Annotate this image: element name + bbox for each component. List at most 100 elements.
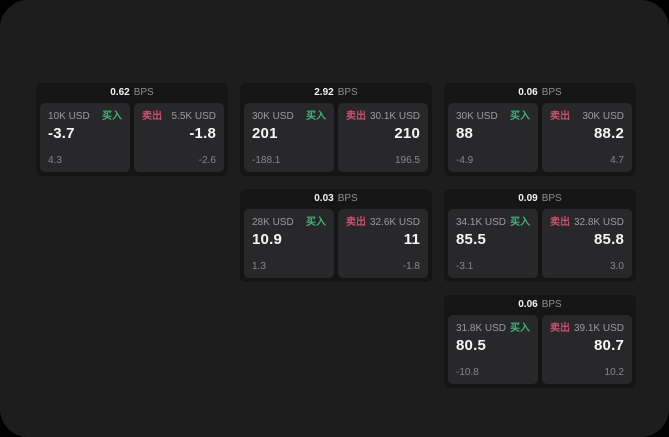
card-header: 0.03 BPS: [240, 189, 432, 209]
buy-side-label: 买入: [510, 111, 530, 122]
buy-quote-panel[interactable]: 28K USD 买入 10.9 1.3: [244, 209, 334, 278]
buy-notional: 30K USD: [456, 111, 498, 122]
bps-unit-label: BPS: [133, 87, 154, 98]
bps-unit-label: BPS: [541, 87, 562, 98]
card-header: 0.62 BPS: [36, 83, 228, 103]
bps-unit-label: BPS: [541, 299, 562, 310]
sell-side-label: 卖出: [550, 111, 570, 122]
sell-price: 85.8: [594, 231, 624, 248]
buy-change: -3.1: [456, 261, 474, 272]
sell-price: 210: [394, 125, 420, 142]
buy-price: -3.7: [48, 125, 75, 142]
buy-price: 88: [456, 125, 474, 142]
buy-quote-panel[interactable]: 31.8K USD 买入 80.5 -10.8: [448, 315, 538, 384]
sell-side-label: 卖出: [142, 111, 162, 122]
sell-panel-top: 卖出 32.6K USD: [346, 217, 420, 228]
sell-change: 4.7: [610, 155, 624, 166]
sell-notional: 32.6K USD: [369, 217, 420, 228]
buy-change: -10.8: [456, 367, 479, 378]
buy-price: 10.9: [252, 231, 282, 248]
bps-value: 0.09: [518, 193, 538, 204]
buy-side-label: 买入: [510, 217, 530, 228]
sell-panel-top: 卖出 32.8K USD: [550, 217, 624, 228]
buy-notional: 31.8K USD: [456, 323, 507, 334]
sell-panel-top: 卖出 30.1K USD: [346, 111, 420, 122]
buy-change: 4.3: [48, 155, 62, 166]
sell-notional: 39.1K USD: [573, 323, 624, 334]
bps-unit-label: BPS: [337, 193, 358, 204]
buy-panel-top: 31.8K USD 买入: [456, 323, 530, 334]
sell-notional: 32.8K USD: [573, 217, 624, 228]
sell-side-label: 卖出: [550, 323, 570, 334]
card-header: 0.09 BPS: [444, 189, 636, 209]
card-body: 10K USD 买入 -3.7 4.3 卖出 5.5K USD -1.8 -2.…: [36, 103, 228, 176]
buy-change: -4.9: [456, 155, 474, 166]
buy-quote-panel[interactable]: 34.1K USD 买入 85.5 -3.1: [448, 209, 538, 278]
buy-side-label: 买入: [306, 217, 326, 228]
buy-side-label: 买入: [102, 111, 122, 122]
card-body: 31.8K USD 买入 80.5 -10.8 卖出 39.1K USD 80.…: [444, 315, 636, 388]
sell-panel-top: 卖出 5.5K USD: [142, 111, 216, 122]
buy-panel-top: 10K USD 买入: [48, 111, 122, 122]
sell-quote-panel[interactable]: 卖出 32.6K USD 11 -1.8: [338, 209, 428, 278]
buy-notional: 34.1K USD: [456, 217, 507, 228]
card-header: 0.06 BPS: [444, 83, 636, 103]
card-body: 28K USD 买入 10.9 1.3 卖出 32.6K USD 11 -1.8: [240, 209, 432, 282]
buy-quote-panel[interactable]: 30K USD 买入 201 -188.1: [244, 103, 334, 172]
sell-quote-panel[interactable]: 卖出 30.1K USD 210 196.5: [338, 103, 428, 172]
card-body: 30K USD 买入 201 -188.1 卖出 30.1K USD 210 1…: [240, 103, 432, 176]
buy-side-label: 买入: [306, 111, 326, 122]
sell-notional: 5.5K USD: [171, 111, 216, 122]
buy-panel-top: 34.1K USD 买入: [456, 217, 530, 228]
buy-panel-top: 28K USD 买入: [252, 217, 326, 228]
buy-notional: 28K USD: [252, 217, 294, 228]
sell-change: 10.2: [604, 367, 624, 378]
bps-unit-label: BPS: [541, 193, 562, 204]
sell-price: -1.8: [189, 125, 216, 142]
buy-price: 201: [252, 125, 278, 142]
sell-side-label: 卖出: [346, 111, 366, 122]
card-body: 34.1K USD 买入 85.5 -3.1 卖出 32.8K USD 85.8…: [444, 209, 636, 282]
sell-quote-panel[interactable]: 卖出 39.1K USD 80.7 10.2: [542, 315, 632, 384]
quote-grid: 0.62 BPS 10K USD 买入 -3.7 4.3 卖出 5.5K USD: [36, 83, 636, 388]
sell-panel-top: 卖出 30K USD: [550, 111, 624, 122]
buy-quote-panel[interactable]: 30K USD 买入 88 -4.9: [448, 103, 538, 172]
buy-notional: 30K USD: [252, 111, 294, 122]
sell-side-label: 卖出: [550, 217, 570, 228]
buy-panel-top: 30K USD 买入: [456, 111, 530, 122]
sell-notional: 30K USD: [582, 111, 624, 122]
buy-panel-top: 30K USD 买入: [252, 111, 326, 122]
bps-value: 0.06: [518, 299, 538, 310]
quote-card: 2.92 BPS 30K USD 买入 201 -188.1 卖出 30.1K …: [240, 83, 432, 176]
card-body: 30K USD 买入 88 -4.9 卖出 30K USD 88.2 4.7: [444, 103, 636, 176]
bps-value: 0.06: [518, 87, 538, 98]
card-header: 0.06 BPS: [444, 295, 636, 315]
quote-card: 0.09 BPS 34.1K USD 买入 85.5 -3.1 卖出 32.8K…: [444, 189, 636, 282]
bps-value: 0.62: [110, 87, 130, 98]
sell-change: -2.6: [198, 155, 216, 166]
buy-price: 80.5: [456, 337, 486, 354]
buy-notional: 10K USD: [48, 111, 90, 122]
quote-card: 0.06 BPS 31.8K USD 买入 80.5 -10.8 卖出 39.1…: [444, 295, 636, 388]
buy-price: 85.5: [456, 231, 486, 248]
bps-value: 2.92: [314, 87, 334, 98]
quote-card: 0.62 BPS 10K USD 买入 -3.7 4.3 卖出 5.5K USD: [36, 83, 228, 176]
sell-change: -1.8: [402, 261, 420, 272]
buy-change: 1.3: [252, 261, 266, 272]
card-header: 2.92 BPS: [240, 83, 432, 103]
sell-side-label: 卖出: [346, 217, 366, 228]
bps-unit-label: BPS: [337, 87, 358, 98]
sell-quote-panel[interactable]: 卖出 5.5K USD -1.8 -2.6: [134, 103, 224, 172]
sell-price: 80.7: [594, 337, 624, 354]
buy-quote-panel[interactable]: 10K USD 买入 -3.7 4.3: [40, 103, 130, 172]
sell-quote-panel[interactable]: 卖出 30K USD 88.2 4.7: [542, 103, 632, 172]
sell-change: 196.5: [394, 155, 420, 166]
sell-price: 88.2: [594, 125, 624, 142]
buy-change: -188.1: [252, 155, 281, 166]
sell-quote-panel[interactable]: 卖出 32.8K USD 85.8 3.0: [542, 209, 632, 278]
sell-panel-top: 卖出 39.1K USD: [550, 323, 624, 334]
quote-card: 0.06 BPS 30K USD 买入 88 -4.9 卖出 30K USD: [444, 83, 636, 176]
sell-change: 3.0: [610, 261, 624, 272]
buy-side-label: 买入: [510, 323, 530, 334]
